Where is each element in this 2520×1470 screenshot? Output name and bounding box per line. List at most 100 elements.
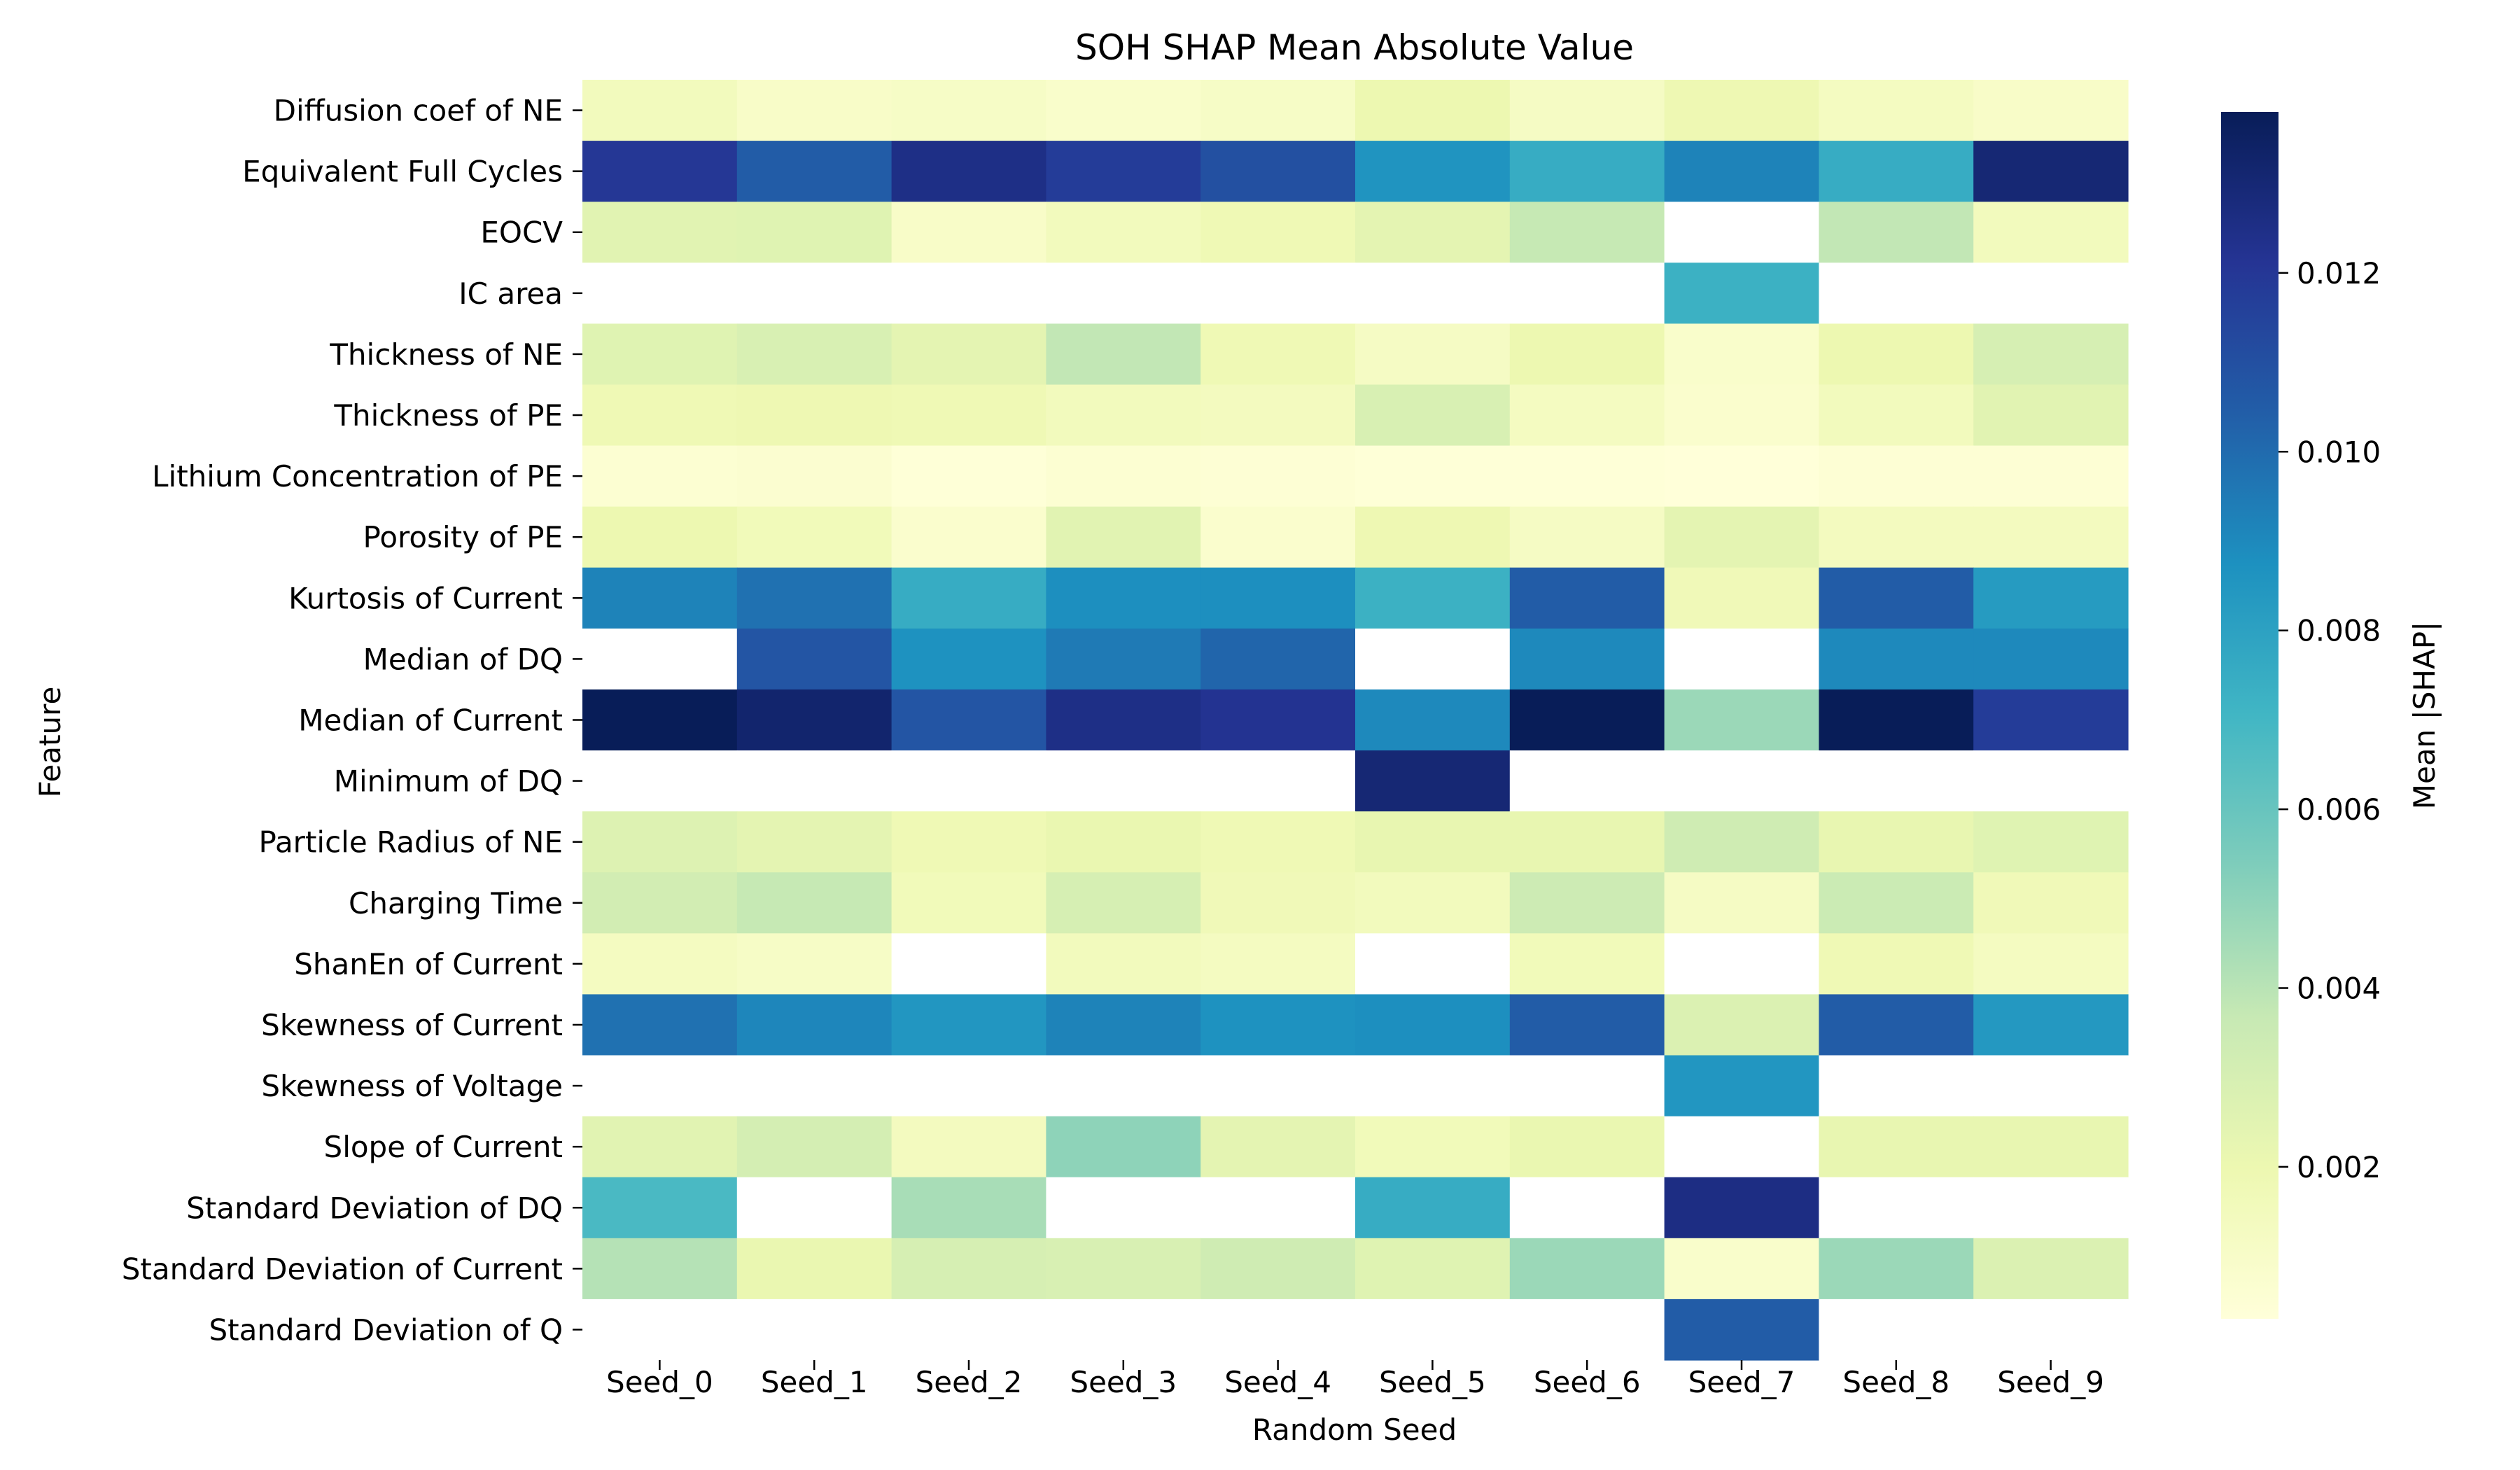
heatmap-cell [1819,750,1974,812]
heatmap-cell [1509,872,1665,934]
x-tick-label: Seed_1 [761,1365,868,1399]
heatmap-cell [1046,506,1201,568]
heatmap-cell [1509,1055,1665,1117]
heatmap-cell [582,384,738,447]
heatmap-cell [1664,384,1819,447]
heatmap-cell [1664,262,1819,324]
heatmap-cell [736,1055,892,1117]
heatmap-cell [1973,1298,2129,1361]
x-tick-label: Seed_9 [1997,1365,2104,1399]
heatmap-cell [1046,80,1201,141]
colorbar: 0.002 0.004 0.006 0.008 0.010 0.012 Mean |SHA… [2221,112,2442,1319]
heatmap-cell [736,689,892,751]
heatmap-cell [582,202,738,263]
heatmap-cell [1973,202,2129,263]
heatmap-cell [1509,262,1665,324]
heatmap-cell [1046,384,1201,447]
y-tick-label: Slope of Current [324,1130,563,1164]
heatmap-cell [1046,323,1201,386]
heatmap-cell [891,80,1046,141]
heatmap-cell [1819,933,1974,995]
heatmap-cell [891,1177,1046,1239]
heatmap-cell [1509,1298,1665,1361]
y-tick-label: EOCV [480,216,563,250]
heatmap-cell [582,994,738,1056]
heatmap-cell [582,750,738,812]
heatmap-cell [1509,750,1665,812]
heatmap-cell [1355,1298,1511,1361]
heatmap-cell [1973,1177,2129,1239]
x-tick-label: Seed_0 [606,1365,713,1399]
y-tick-label: Median of DQ [363,642,563,676]
heatmap-cell [582,262,738,324]
colorbar-tick-label: 0.004 [2297,971,2381,1005]
heatmap-cell [736,141,892,202]
colorbar-gradient [2221,112,2278,1319]
heatmap-cell [1664,994,1819,1056]
y-tick-label: Standard Deviation of DQ [186,1191,563,1225]
heatmap-cell [1200,141,1356,202]
heatmap-cell [582,1298,738,1361]
heatmap-cell [1355,689,1511,751]
heatmap-cell [1046,1116,1201,1178]
heatmap-cell [1200,628,1356,690]
heatmap-cell [1200,1055,1356,1117]
heatmap-cell [1664,202,1819,263]
heatmap-cell [582,933,738,995]
heatmap-cell [1200,323,1356,386]
heatmap-cell [1973,1055,2129,1117]
heatmap-cell [582,811,738,873]
x-tick-label: Seed_3 [1070,1365,1177,1399]
heatmap-cell [736,202,892,263]
heatmap-cell [1046,933,1201,995]
heatmap-cell [1973,567,2129,629]
heatmap-cell [891,811,1046,873]
heatmap-cell [1355,628,1511,690]
heatmap-cell [1200,80,1356,141]
heatmap-cell [1355,262,1511,324]
heatmap-cell [1973,994,2129,1056]
x-tick-label: Seed_5 [1379,1365,1486,1399]
heatmap-cell [891,1238,1046,1300]
heatmap-cell [1664,811,1819,873]
heatmap-cell [1046,872,1201,934]
heatmap-cell [736,1177,892,1239]
heatmap-cell [1819,1055,1974,1117]
heatmap-cell [1664,567,1819,629]
heatmap-cell [1200,567,1356,629]
heatmap-cell [1509,445,1665,507]
heatmap-cell [736,506,892,568]
colorbar-ticks: 0.002 0.004 0.006 0.008 0.010 0.012 [2278,256,2381,1184]
heatmap-cell [1664,1298,1819,1361]
y-tick-label: IC area [458,276,563,311]
heatmap-cell [1200,994,1356,1056]
heatmap-cell [1664,1055,1819,1117]
y-tick-label: Standard Deviation of Q [209,1312,563,1347]
heatmap-cell [1973,323,2129,386]
heatmap-cell [1046,1298,1201,1361]
heatmap-cell [1355,323,1511,386]
heatmap-cell [1046,1177,1201,1239]
heatmap-cell [1046,750,1201,812]
heatmap-cell [1355,506,1511,568]
heatmap-cell [1664,1116,1819,1178]
heatmap-cell [1819,872,1974,934]
heatmap-cell [736,567,892,629]
heatmap-cell [1509,506,1665,568]
heatmap-cell [1200,506,1356,568]
heatmap-cell [1819,628,1974,690]
heatmap-cell [1509,628,1665,690]
heatmap-cell [1664,750,1819,812]
heatmap-cell [1355,384,1511,447]
y-tick-label: Thickness of PE [333,398,563,433]
colorbar-tick-label: 0.010 [2297,435,2381,469]
heatmap-cell [1664,933,1819,995]
heatmap-cell [1046,1055,1201,1117]
heatmap-cell [1200,689,1356,751]
y-tick-label: Equivalent Full Cycles [242,155,563,189]
heatmap-cell [736,994,892,1056]
heatmap-cell [1509,567,1665,629]
heatmap-cell [891,141,1046,202]
heatmap-cell [582,689,738,751]
